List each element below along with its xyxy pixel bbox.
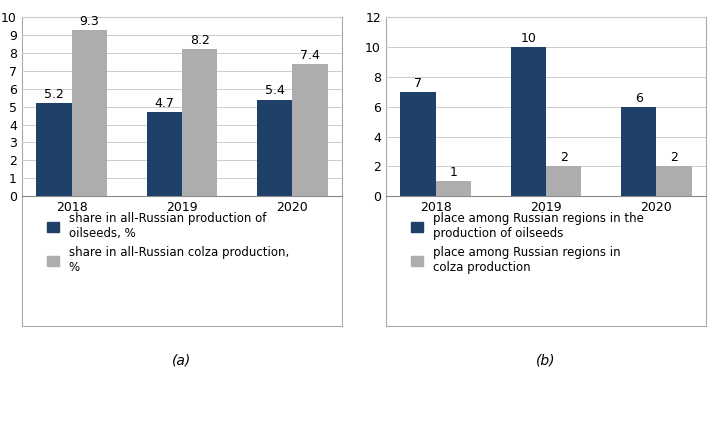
Text: 7.4: 7.4	[300, 49, 320, 61]
Legend: share in all-Russian production of
oilseeds, %, share in all-Russian colza produ: share in all-Russian production of oilse…	[44, 209, 293, 277]
Legend: place among Russian regions in the
production of oilseeds, place among Russian r: place among Russian regions in the produ…	[408, 209, 647, 277]
Text: 2: 2	[670, 151, 678, 164]
Text: (b): (b)	[537, 353, 555, 368]
Bar	[36, 103, 71, 196]
Text: 7: 7	[414, 77, 422, 89]
Bar	[147, 112, 182, 196]
Bar	[182, 49, 217, 196]
Bar	[435, 181, 471, 196]
Text: 10: 10	[521, 32, 537, 45]
Bar	[511, 47, 546, 196]
Text: 1: 1	[449, 166, 457, 179]
Bar	[293, 64, 328, 196]
Text: 5.2: 5.2	[44, 88, 64, 101]
Text: 6: 6	[635, 92, 643, 104]
Bar	[257, 99, 293, 196]
Bar	[657, 166, 692, 196]
Text: 5.4: 5.4	[265, 84, 285, 97]
Bar	[546, 166, 581, 196]
Text: 4.7: 4.7	[154, 97, 174, 110]
Bar	[400, 92, 435, 196]
Bar	[621, 107, 657, 196]
Text: 2: 2	[560, 151, 568, 164]
Text: 9.3: 9.3	[79, 15, 99, 28]
Text: (a): (a)	[173, 353, 191, 368]
Text: 8.2: 8.2	[190, 34, 210, 47]
Bar	[71, 30, 107, 196]
